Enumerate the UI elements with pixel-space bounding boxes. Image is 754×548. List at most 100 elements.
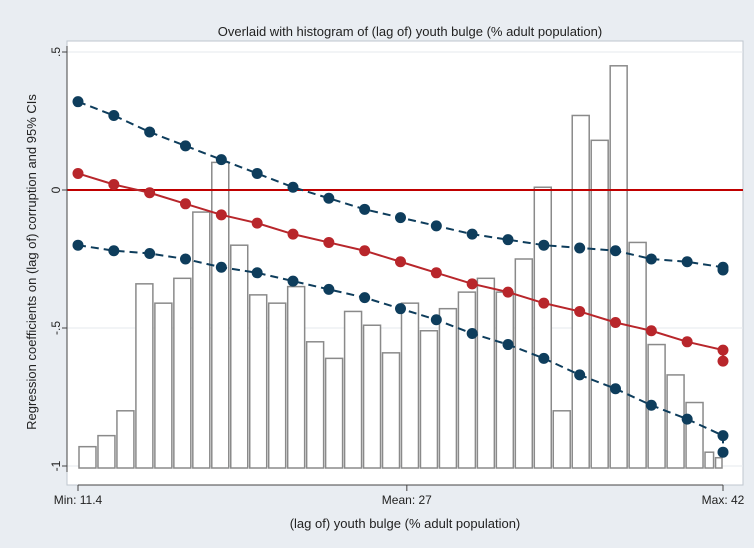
histogram-bar bbox=[714, 456, 723, 469]
upper_ci-point bbox=[180, 140, 191, 152]
histogram-bar bbox=[704, 451, 715, 469]
histogram-bar bbox=[457, 291, 477, 469]
estimate-point bbox=[681, 336, 693, 348]
estimate-point bbox=[251, 217, 263, 229]
histogram-bar bbox=[419, 330, 439, 469]
estimate-point bbox=[574, 305, 586, 317]
histogram-bar bbox=[609, 65, 628, 469]
lower_ci-point bbox=[717, 430, 729, 442]
lower_ci-point bbox=[108, 245, 120, 257]
lower_ci-line bbox=[77, 244, 724, 453]
histogram-bar bbox=[135, 283, 154, 469]
lower_ci-point bbox=[144, 247, 156, 259]
upper_ci-point bbox=[681, 256, 693, 268]
lower_ci-point bbox=[502, 339, 514, 351]
upper_ci-point bbox=[645, 253, 657, 265]
lower_ci-point bbox=[251, 267, 263, 279]
histogram-bar bbox=[343, 310, 363, 469]
lower_ci-point bbox=[574, 369, 586, 381]
upper_ci-point bbox=[108, 109, 120, 121]
estimate-point bbox=[717, 355, 729, 367]
upper_ci-point bbox=[502, 234, 514, 246]
lower_ci-point bbox=[359, 292, 371, 304]
histogram-bar bbox=[495, 291, 515, 469]
histogram-bar bbox=[590, 139, 609, 469]
histogram-bar bbox=[666, 374, 685, 469]
ticks: .5 0 -.5 -1 Min: 11.4 Mean: 27 Max: 42 bbox=[49, 47, 745, 507]
estimate-point bbox=[610, 316, 621, 328]
histogram-bar bbox=[116, 410, 135, 469]
histogram-bar bbox=[267, 302, 287, 469]
lower_ci-point bbox=[287, 275, 299, 287]
estimate-point bbox=[323, 236, 335, 248]
histogram-bar bbox=[305, 341, 325, 469]
y-tick-label: .5 bbox=[49, 47, 63, 57]
histogram-bar bbox=[362, 324, 382, 469]
histogram-bar bbox=[476, 277, 496, 469]
y-tick-label: 0 bbox=[49, 186, 63, 193]
histogram-bar bbox=[248, 294, 268, 469]
upper_ci-point bbox=[287, 181, 299, 193]
x-tick-label: Min: 11.4 bbox=[54, 493, 103, 507]
histogram-bar bbox=[192, 211, 211, 469]
estimate-line bbox=[77, 172, 724, 362]
histogram-bar bbox=[514, 258, 534, 469]
histogram-bar bbox=[230, 244, 249, 469]
histogram-bar bbox=[381, 352, 401, 469]
upper_ci-point bbox=[538, 239, 550, 251]
axes bbox=[66, 46, 723, 486]
lower_ci-point bbox=[717, 446, 729, 458]
estimate-point bbox=[72, 167, 84, 179]
estimate-point bbox=[108, 178, 120, 190]
histogram-bar bbox=[533, 186, 553, 469]
upper_ci-point bbox=[717, 264, 729, 276]
histogram-bar bbox=[628, 241, 647, 469]
upper_ci-point bbox=[466, 228, 478, 240]
histogram-bar bbox=[97, 434, 116, 469]
histogram-bar bbox=[324, 357, 344, 469]
estimate-point bbox=[717, 344, 729, 356]
upper_ci-point bbox=[610, 245, 621, 257]
lower_ci-point bbox=[538, 352, 550, 364]
upper_ci-point bbox=[215, 154, 227, 166]
upper_ci-point bbox=[144, 126, 156, 138]
estimate-point bbox=[502, 286, 514, 298]
estimate-point bbox=[538, 297, 550, 309]
lower_ci-point bbox=[323, 283, 335, 295]
estimate-point bbox=[287, 228, 299, 240]
upper_ci-point bbox=[430, 220, 442, 232]
lower_ci-point bbox=[466, 328, 478, 340]
upper_ci-point bbox=[395, 212, 406, 224]
x-axis-label: (lag of) youth bulge (% adult population… bbox=[290, 516, 521, 531]
lower_ci-point bbox=[610, 383, 621, 395]
lower_ci-point bbox=[430, 314, 442, 326]
histogram-bar bbox=[552, 410, 571, 469]
y-axis-label: Regression coefficients on (lag of) corr… bbox=[24, 94, 39, 430]
estimate-point bbox=[359, 245, 371, 257]
histogram-bar bbox=[400, 302, 420, 469]
estimate-point bbox=[466, 278, 478, 290]
estimate-point bbox=[430, 267, 442, 279]
upper_ci-point bbox=[574, 242, 586, 254]
chart-title: Overlaid with histogram of (lag of) yout… bbox=[218, 24, 602, 39]
y-tick-label: -1 bbox=[49, 460, 63, 471]
x-tick-label: Mean: 27 bbox=[382, 493, 432, 507]
y-tick-label: -.5 bbox=[49, 321, 63, 335]
series bbox=[72, 96, 729, 458]
upper_ci-line bbox=[77, 100, 724, 271]
histogram bbox=[78, 65, 723, 469]
histogram-bar bbox=[438, 307, 458, 469]
upper_ci-point bbox=[72, 96, 84, 108]
upper_ci-point bbox=[251, 167, 263, 179]
estimate-point bbox=[144, 187, 156, 199]
lower_ci-point bbox=[645, 399, 657, 411]
histogram-bar bbox=[173, 277, 192, 469]
histogram-bar bbox=[685, 401, 704, 469]
histogram-bar bbox=[571, 114, 590, 469]
lower_ci-point bbox=[180, 253, 191, 265]
lower_ci-point bbox=[681, 413, 693, 425]
upper_ci-point bbox=[359, 203, 371, 215]
estimate-point bbox=[215, 209, 227, 221]
histogram-bar bbox=[211, 161, 230, 469]
